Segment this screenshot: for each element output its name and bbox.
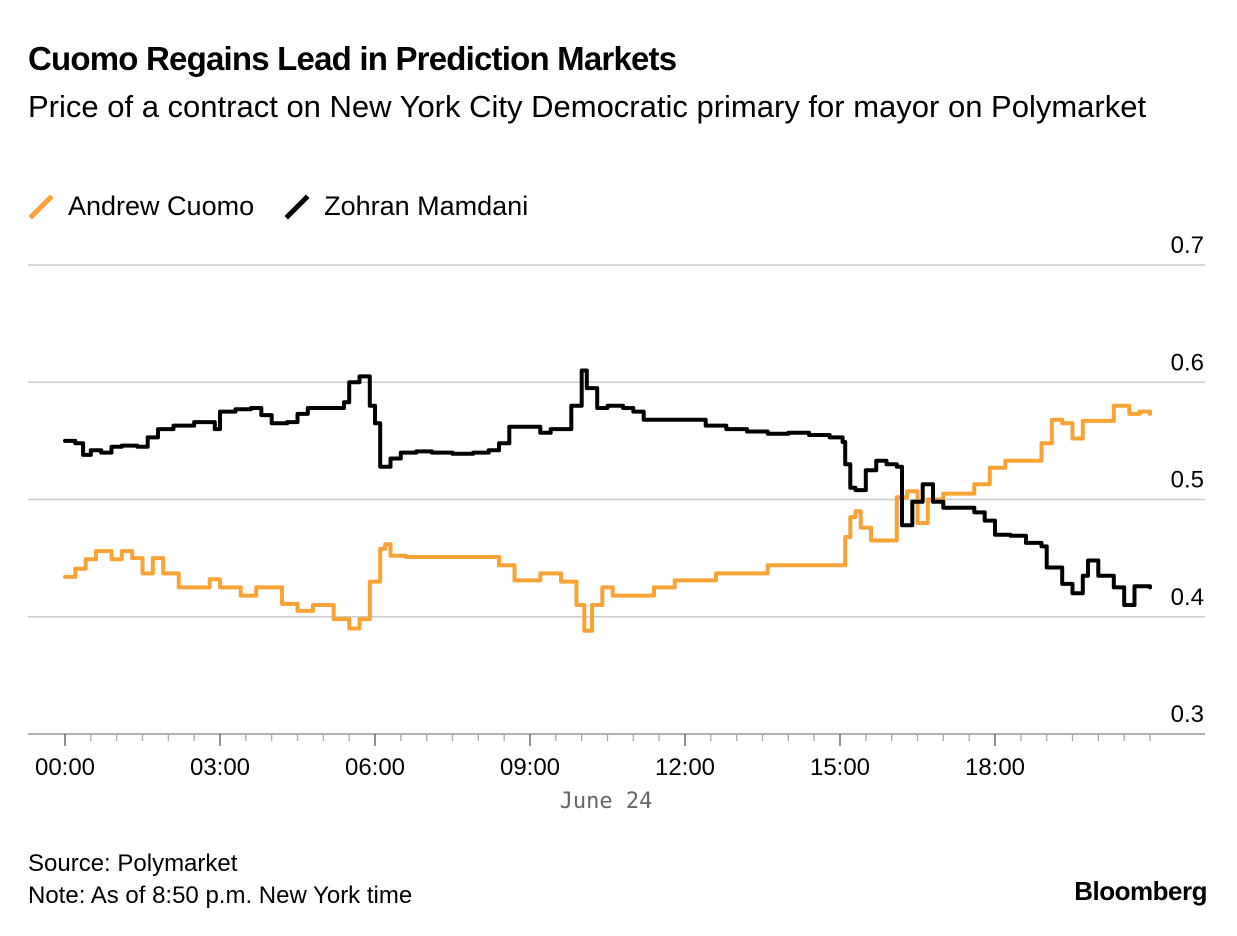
- x-tick-label: 15:00: [810, 754, 870, 781]
- x-date-label: June 24: [560, 789, 653, 814]
- source-note: Source: Polymarket: [28, 850, 238, 877]
- x-tick-label: 00:00: [35, 754, 95, 781]
- y-tick-label: 0.6: [1171, 349, 1204, 376]
- legend-swatch-mamdani: [284, 194, 310, 220]
- x-tick-label: 12:00: [655, 754, 715, 781]
- y-tick-label: 0.5: [1171, 467, 1204, 494]
- legend-swatch-cuomo: [28, 194, 54, 220]
- y-tick-label: 0.3: [1171, 701, 1204, 728]
- chart-subtitle: Price of a contract on New York City Dem…: [28, 89, 1147, 124]
- bloomberg-logo: Bloomberg: [1074, 876, 1207, 906]
- x-tick-label: 03:00: [190, 754, 250, 781]
- legend-label-cuomo: Andrew Cuomo: [68, 190, 255, 221]
- x-tick-label: 18:00: [965, 754, 1025, 781]
- time-note: Note: As of 8:50 p.m. New York time: [28, 882, 413, 909]
- legend: Andrew Cuomo Zohran Mamdani: [28, 186, 558, 226]
- legend-item-mamdani: Zohran Mamdani: [284, 191, 528, 222]
- y-tick-label: 0.7: [1171, 232, 1204, 259]
- legend-label-mamdani: Zohran Mamdani: [324, 190, 529, 221]
- footer: Source: Polymarket Note: As of 8:50 p.m.…: [28, 848, 412, 912]
- x-tick-label: 06:00: [345, 754, 405, 781]
- legend-item-cuomo: Andrew Cuomo: [28, 191, 254, 222]
- y-tick-label: 0.4: [1171, 584, 1204, 611]
- chart-title: Cuomo Regains Lead in Prediction Markets: [28, 40, 677, 77]
- series-line-mamdani: [63, 368, 1152, 607]
- x-tick-label: 09:00: [500, 754, 560, 781]
- series-line-cuomo: [63, 403, 1152, 633]
